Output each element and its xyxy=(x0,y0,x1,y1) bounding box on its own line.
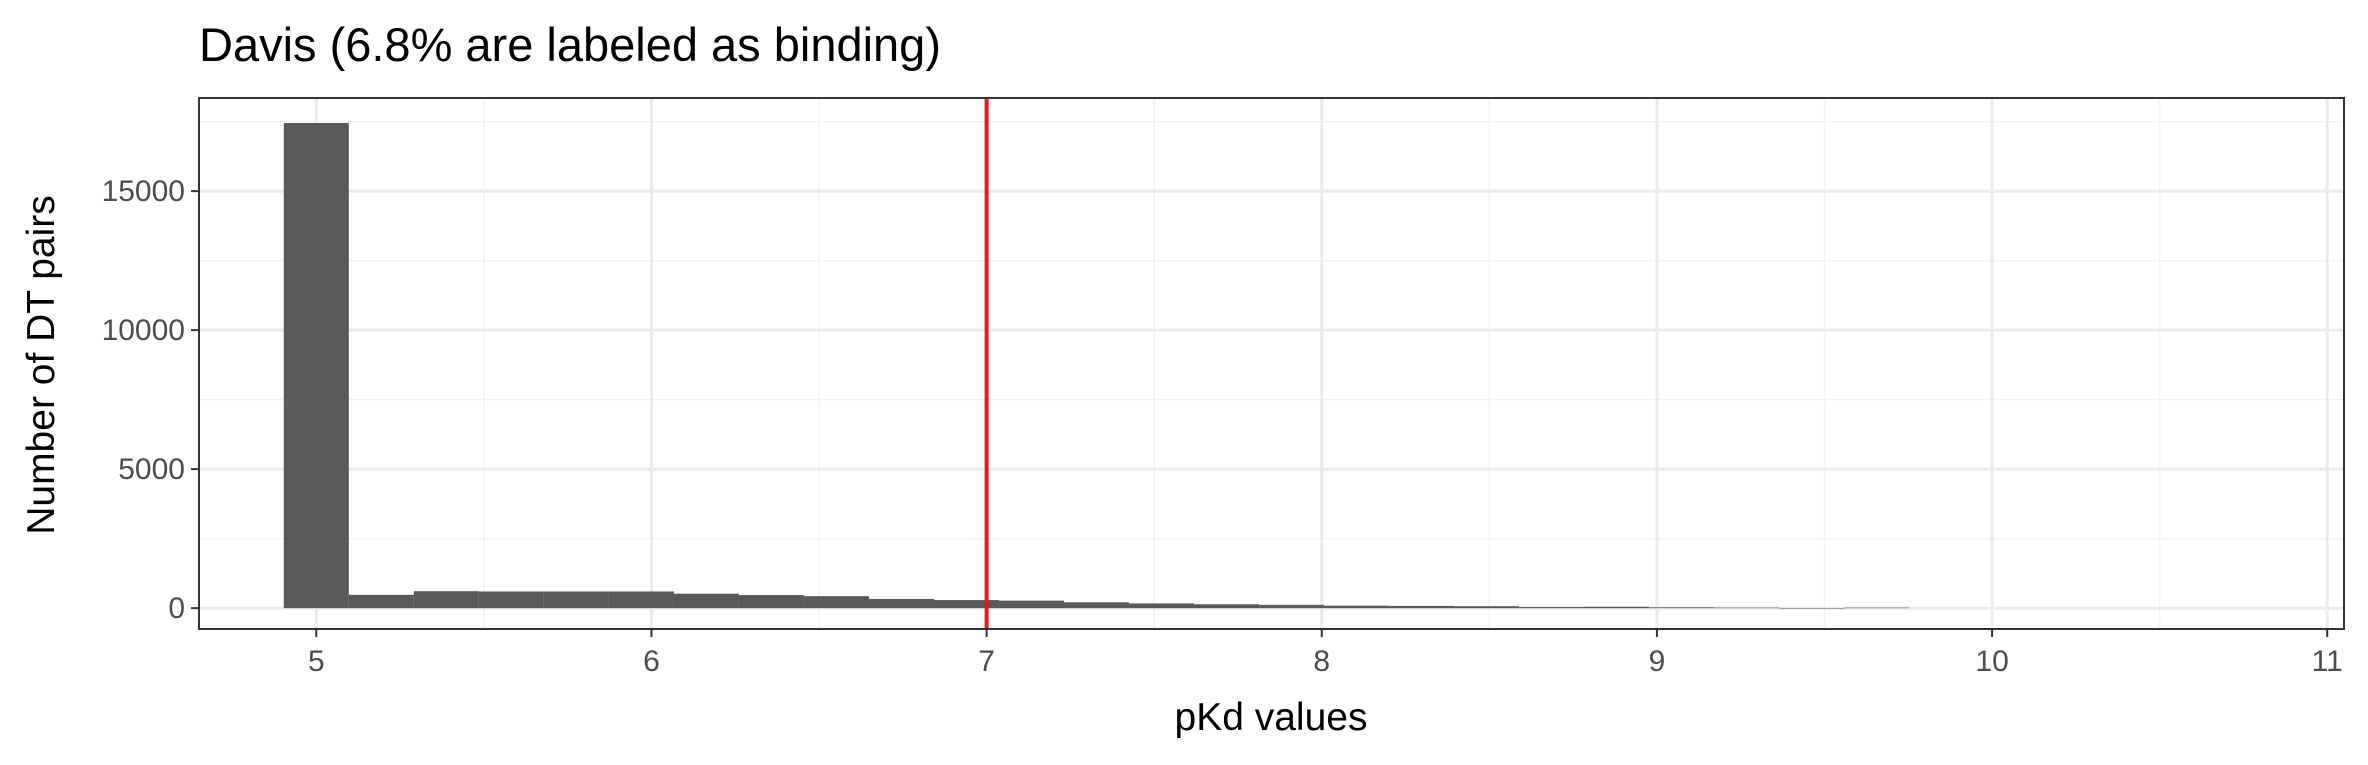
histogram-bar xyxy=(348,594,414,609)
histogram-bar xyxy=(1519,607,1585,609)
x-tick-label: 7 xyxy=(978,645,995,678)
y-tick-label: 0 xyxy=(168,592,185,625)
y-tick-label: 10000 xyxy=(102,314,185,347)
histogram-bar xyxy=(1454,606,1520,609)
y-tick-label: 5000 xyxy=(118,453,185,486)
histogram-bar xyxy=(1194,604,1260,609)
histogram-bar xyxy=(608,591,674,609)
histogram-bar xyxy=(543,591,609,609)
x-tick-label: 8 xyxy=(1313,645,1330,678)
x-axis-ticks: 5 6 7 8 9 10 11 xyxy=(308,629,2343,678)
minor-gridlines xyxy=(199,98,2344,629)
x-axis-title: pKd values xyxy=(1175,696,1368,739)
y-tick-label: 15000 xyxy=(102,175,185,208)
histogram-bar xyxy=(738,595,804,609)
histogram-bar xyxy=(933,600,1000,609)
histogram-bar xyxy=(803,596,869,609)
histogram-bar xyxy=(1714,607,1780,609)
x-tick-label: 11 xyxy=(2312,645,2343,678)
histogram-bar xyxy=(1844,607,1910,609)
histogram-bar xyxy=(1259,604,1325,609)
plot-panel-border xyxy=(198,97,2345,630)
x-tick-label: 10 xyxy=(1975,645,2008,678)
histogram-bar xyxy=(673,593,739,609)
y-axis-ticks: 0 5000 10000 15000 xyxy=(102,175,199,625)
histogram-bar xyxy=(1584,606,1650,609)
x-tick-label: 6 xyxy=(643,645,660,678)
chart-title: Davis (6.8% are labeled as binding) xyxy=(199,18,941,71)
histogram-bar xyxy=(1779,608,1845,609)
histogram-bar xyxy=(1064,602,1130,609)
x-tick-label: 5 xyxy=(308,645,325,678)
histogram-bar xyxy=(413,591,479,609)
x-tick-label: 9 xyxy=(1649,645,1666,678)
histogram-bars xyxy=(283,123,1910,609)
histogram-bar xyxy=(868,598,934,609)
histogram-bar xyxy=(1129,603,1195,609)
histogram-bar xyxy=(478,591,544,609)
major-gridlines xyxy=(199,98,2344,629)
histogram-bar xyxy=(1389,605,1455,609)
histogram-bar xyxy=(1649,607,1715,609)
histogram-bar xyxy=(999,600,1065,609)
y-axis-title: Number of DT pairs xyxy=(20,195,63,535)
histogram-bar xyxy=(283,123,349,609)
histogram-bar xyxy=(1324,605,1390,609)
